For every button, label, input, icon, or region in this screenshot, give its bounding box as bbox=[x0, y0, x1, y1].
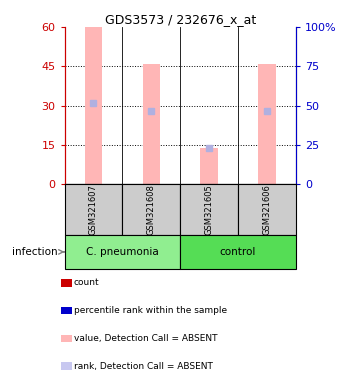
Bar bbox=[200, 147, 218, 184]
Bar bbox=[258, 64, 275, 184]
Text: GSM321607: GSM321607 bbox=[89, 184, 98, 235]
Text: count: count bbox=[74, 278, 100, 287]
Bar bbox=[122, 184, 180, 235]
Bar bbox=[142, 64, 160, 184]
Bar bbox=[61, 334, 72, 342]
Bar bbox=[85, 27, 102, 184]
Bar bbox=[65, 235, 180, 269]
Bar bbox=[180, 235, 296, 269]
Text: C. pneumonia: C. pneumonia bbox=[86, 247, 159, 257]
Bar bbox=[61, 362, 72, 370]
Bar bbox=[238, 184, 296, 235]
Bar bbox=[65, 184, 122, 235]
Text: GSM321606: GSM321606 bbox=[262, 184, 271, 235]
Bar bbox=[180, 184, 238, 235]
Text: infection: infection bbox=[12, 247, 58, 257]
Title: GDS3573 / 232676_x_at: GDS3573 / 232676_x_at bbox=[105, 13, 256, 26]
Text: value, Detection Call = ABSENT: value, Detection Call = ABSENT bbox=[74, 334, 217, 343]
Text: GSM321608: GSM321608 bbox=[147, 184, 156, 235]
Text: percentile rank within the sample: percentile rank within the sample bbox=[74, 306, 227, 315]
Bar bbox=[61, 307, 72, 314]
Text: rank, Detection Call = ABSENT: rank, Detection Call = ABSENT bbox=[74, 362, 213, 371]
Text: control: control bbox=[220, 247, 256, 257]
Bar bbox=[61, 279, 72, 286]
Text: GSM321605: GSM321605 bbox=[205, 184, 214, 235]
